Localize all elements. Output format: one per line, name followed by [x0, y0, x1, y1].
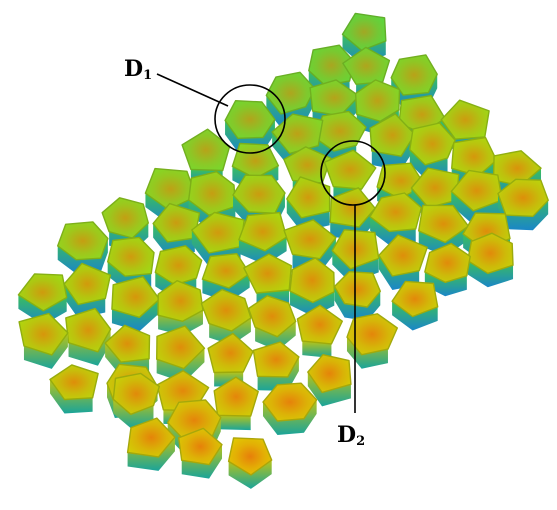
cell-face	[152, 202, 201, 243]
cell-face	[378, 234, 428, 277]
cell-face	[63, 262, 112, 306]
cell-face	[157, 280, 204, 322]
cell-side	[262, 399, 317, 435]
cell-face	[369, 192, 422, 233]
cell-side	[497, 193, 549, 231]
cell-side	[181, 444, 223, 479]
cell-face	[424, 242, 471, 283]
cell-side	[307, 372, 351, 407]
cell-face	[333, 271, 381, 308]
cell-face	[450, 169, 503, 212]
cell-face	[440, 99, 490, 140]
cell-face	[346, 313, 398, 356]
cell-face	[17, 273, 68, 312]
callout-d1-label: D1	[124, 56, 152, 83]
cell-side	[57, 238, 108, 274]
cell-side	[209, 317, 251, 346]
cell-side	[156, 348, 205, 383]
cell-face	[247, 295, 297, 338]
callout-d1-leader	[156, 73, 229, 107]
cell-face	[286, 176, 331, 219]
callout-d2-circle	[320, 140, 386, 206]
cell-side	[111, 299, 160, 332]
cell-face	[227, 437, 273, 476]
callout-d1-circle	[214, 84, 286, 154]
cell-face	[243, 253, 292, 294]
cell-side	[68, 329, 111, 366]
callout-d2: D2	[320, 140, 386, 449]
cell-face	[201, 252, 251, 289]
cell-side	[217, 415, 251, 431]
cell-side	[467, 260, 514, 288]
cell-side	[418, 226, 469, 257]
cell-face	[283, 219, 337, 260]
cell-face	[18, 312, 69, 356]
cell-face	[191, 211, 245, 254]
cell-side	[302, 341, 332, 358]
cell-face	[57, 221, 109, 261]
cell-face	[49, 364, 99, 401]
cell-face	[497, 178, 549, 218]
cell-face	[106, 236, 155, 277]
cell-face	[104, 324, 151, 363]
callout-d1: D1	[124, 56, 286, 154]
cell-face	[308, 44, 355, 87]
cell-face	[409, 122, 456, 166]
cell-face	[354, 79, 401, 123]
cell-side	[346, 337, 388, 369]
cell-face	[224, 99, 276, 140]
cell-face	[296, 304, 343, 345]
cell-face	[112, 372, 161, 415]
cell-face	[341, 12, 387, 52]
cell-face	[65, 307, 112, 353]
cell-face	[200, 288, 252, 332]
cell-grid	[17, 12, 549, 489]
cell-side	[127, 437, 175, 471]
cell-face	[111, 276, 161, 318]
cell-face	[155, 325, 206, 370]
cell-face	[329, 187, 376, 228]
cell-side	[50, 379, 93, 414]
cell-face	[177, 427, 223, 466]
cell-face	[213, 376, 259, 417]
cell-side	[18, 294, 67, 325]
cell-face	[390, 54, 438, 96]
cell-face	[252, 341, 300, 378]
cell-face	[262, 382, 318, 422]
cell-face	[126, 417, 176, 458]
cell-face	[181, 128, 231, 172]
callout-d2-label: D2	[337, 422, 365, 449]
cell-side	[23, 332, 68, 369]
cell-face	[418, 204, 470, 244]
cell-face	[391, 280, 439, 318]
cell-side	[334, 286, 381, 321]
cell-face	[307, 354, 352, 394]
cell-face	[154, 245, 203, 286]
cell-face	[207, 332, 254, 374]
cell-face	[238, 211, 288, 252]
cell-face	[289, 257, 335, 304]
cell-side	[257, 356, 299, 391]
